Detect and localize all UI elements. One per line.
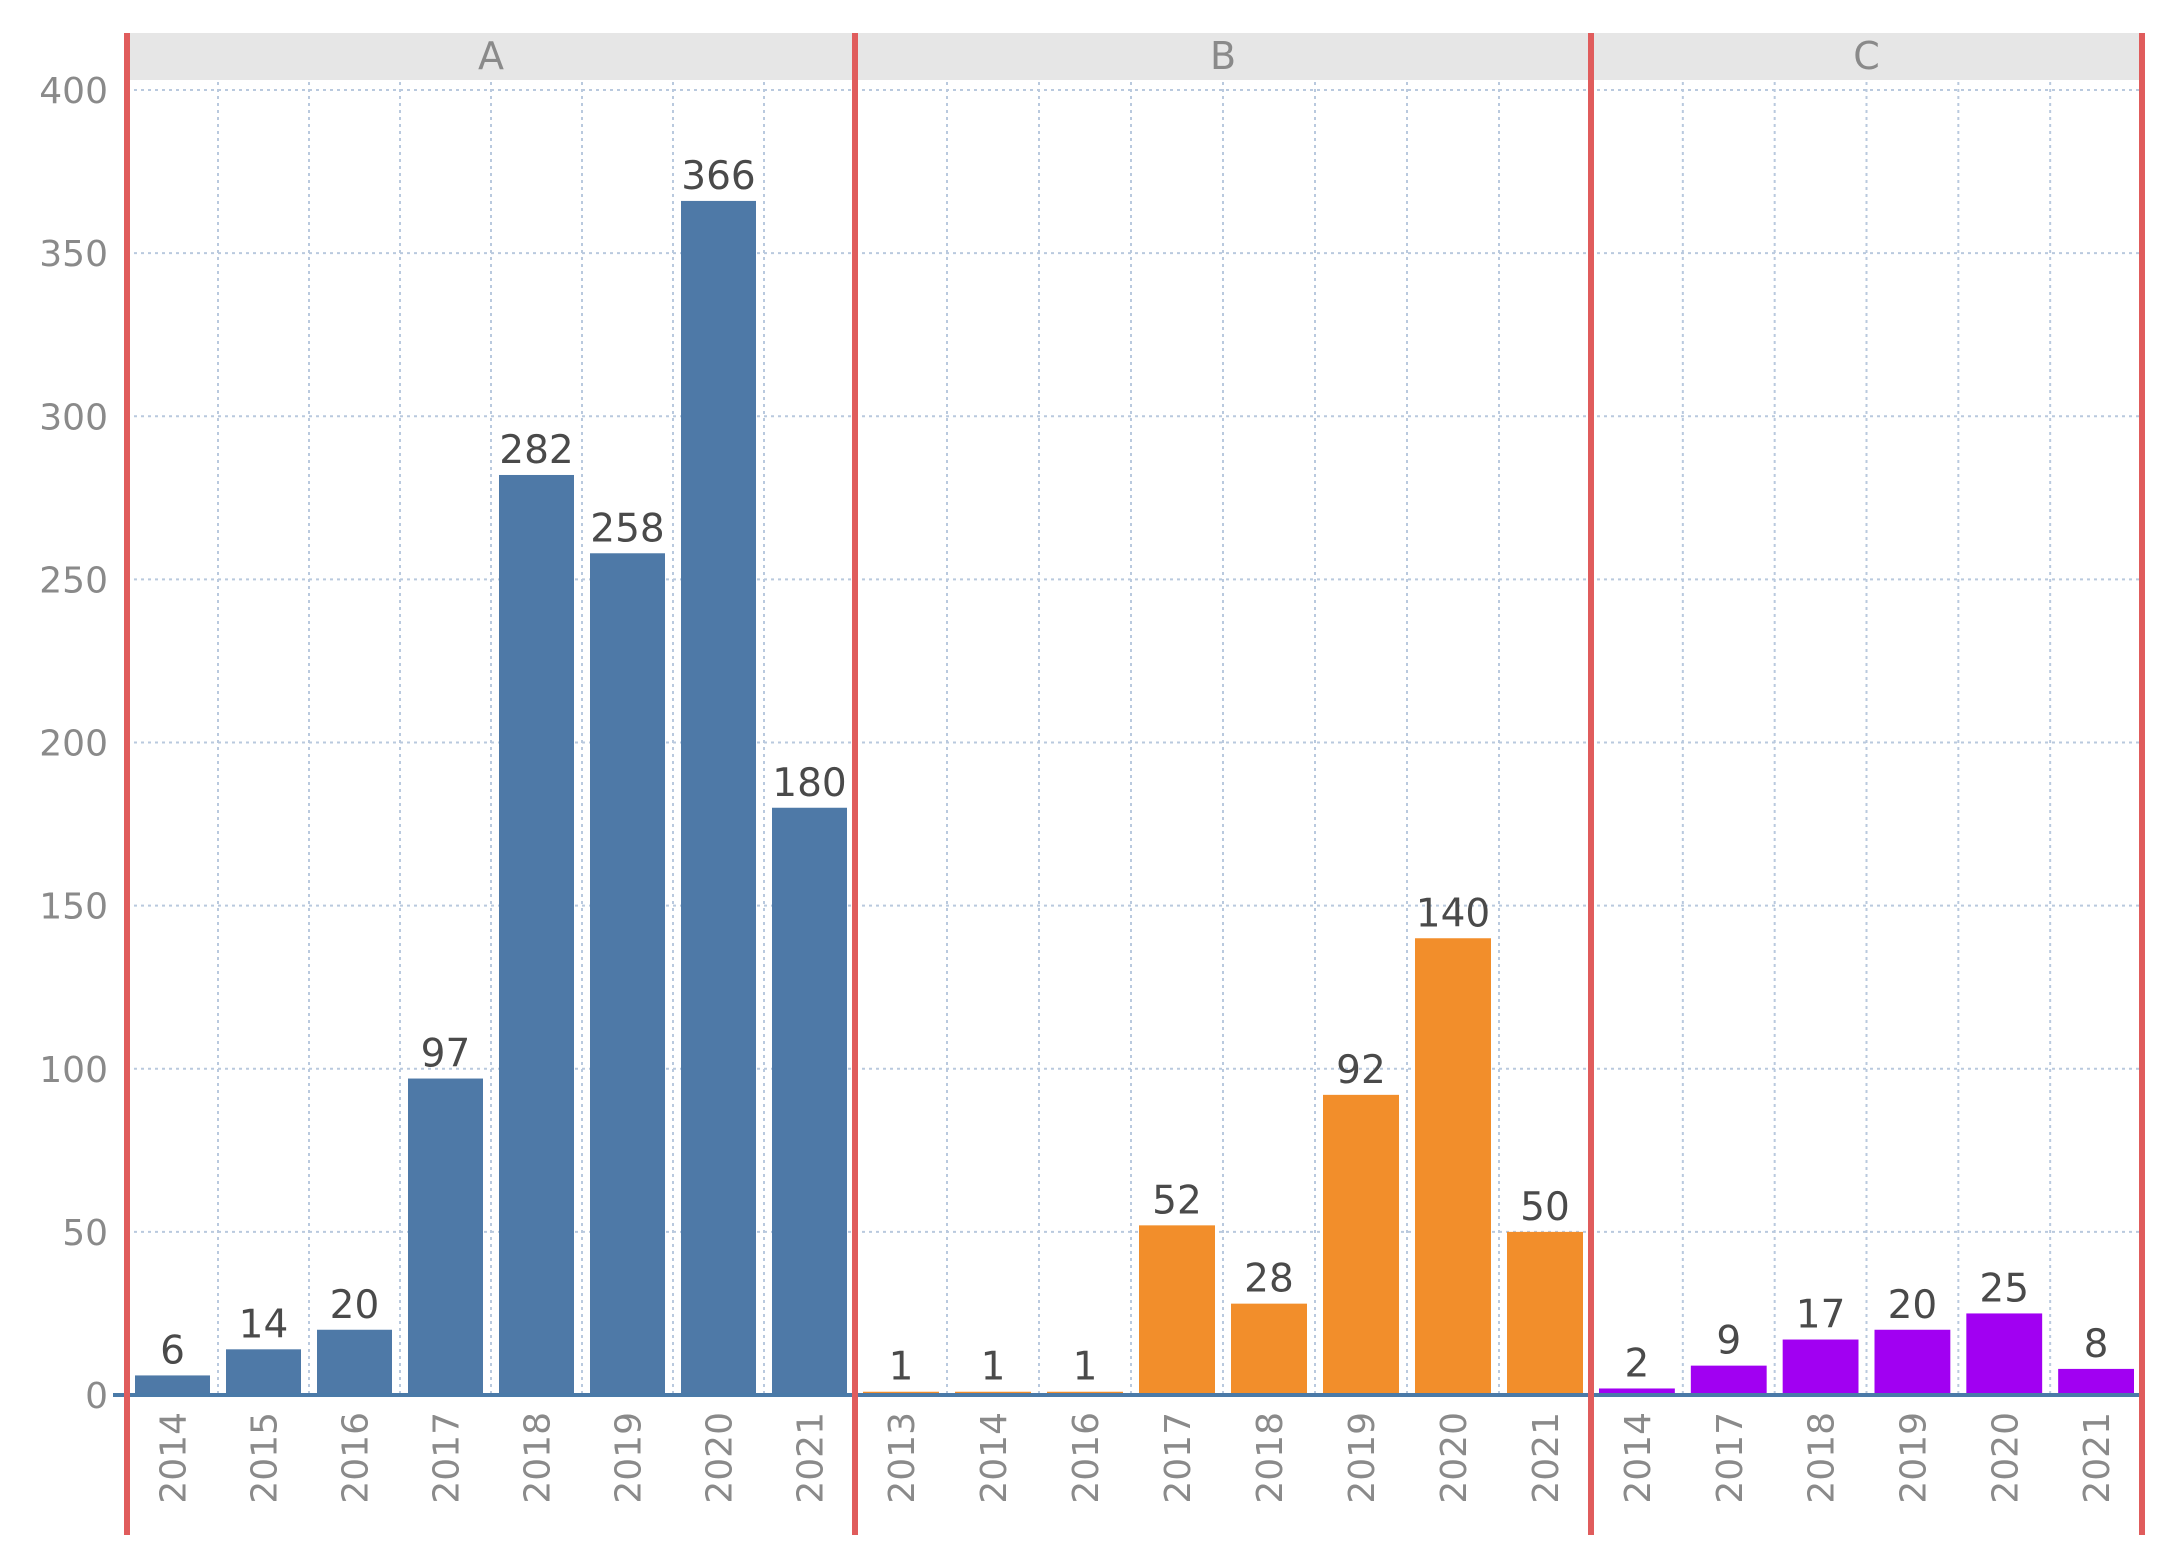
bar: [499, 474, 574, 1396]
bar: [772, 807, 847, 1395]
y-tick-label: 150: [39, 887, 108, 928]
bar-value-label: 20: [1888, 1283, 1938, 1328]
x-tick-label: 2018: [1802, 1412, 1843, 1504]
bar: [1231, 1303, 1307, 1395]
bar-value-label: 282: [499, 428, 573, 473]
bar-value-label: 92: [1336, 1048, 1386, 1093]
bar-value-label: 258: [590, 506, 664, 551]
x-tick-label: 2021: [1526, 1412, 1567, 1504]
bar: [1874, 1329, 1951, 1395]
bar: [1507, 1231, 1583, 1395]
bar-value-label: 50: [1520, 1185, 1570, 1230]
x-tick-label: 2016: [336, 1412, 377, 1504]
y-tick-label: 100: [39, 1050, 108, 1091]
x-tick-label: 2017: [1710, 1412, 1751, 1504]
bar: [317, 1329, 392, 1395]
x-tick-label: 2018: [1250, 1412, 1291, 1504]
x-tick-label: 2016: [1066, 1412, 1107, 1504]
y-tick-label: 0: [85, 1376, 108, 1417]
x-tick-label: 2014: [154, 1412, 195, 1504]
bar-value-label: 1: [1073, 1345, 1098, 1390]
bar-value-label: 6: [160, 1328, 185, 1373]
panel-header: [1594, 33, 2139, 80]
x-tick-label: 2020: [1985, 1412, 2026, 1504]
y-tick-label: 200: [39, 724, 108, 765]
panel-header-label: B: [1210, 34, 1236, 78]
x-tick-label: 2019: [1342, 1412, 1383, 1504]
x-tick-label: 2019: [1893, 1412, 1934, 1504]
bar-value-label: 1: [981, 1345, 1006, 1390]
bar-value-label: 20: [330, 1283, 380, 1328]
bar-value-label: 17: [1796, 1293, 1846, 1338]
bar-value-label: 52: [1152, 1178, 1202, 1223]
y-tick-label: 300: [39, 397, 108, 438]
bar: [135, 1375, 210, 1395]
x-tick-label: 2017: [1158, 1412, 1199, 1504]
y-tick-label: 400: [39, 71, 108, 112]
bar: [1415, 938, 1491, 1395]
bar-value-label: 14: [239, 1302, 289, 1347]
y-tick-label: 250: [39, 560, 108, 601]
x-tick-label: 2014: [974, 1412, 1015, 1504]
bar-value-label: 366: [681, 154, 755, 199]
bar-value-label: 28: [1244, 1257, 1294, 1302]
x-tick-label: 2018: [518, 1412, 559, 1504]
bar-value-label: 180: [772, 761, 846, 806]
x-tick-label: 2013: [882, 1412, 923, 1504]
y-tick-label: 50: [62, 1213, 108, 1254]
x-tick-label: 2017: [427, 1412, 468, 1504]
x-tick-label: 2020: [1434, 1412, 1475, 1504]
y-tick-label: 350: [39, 234, 108, 275]
bar: [1690, 1365, 1767, 1395]
bar-value-label: 97: [421, 1032, 471, 1077]
bar: [1966, 1313, 2043, 1395]
bar: [1323, 1094, 1399, 1395]
bar: [2058, 1368, 2134, 1395]
bar: [1139, 1225, 1215, 1395]
bar-value-label: 8: [2084, 1322, 2109, 1367]
bar: [226, 1349, 301, 1395]
bar-value-label: 140: [1416, 891, 1490, 936]
x-tick-label: 2021: [791, 1412, 832, 1504]
x-tick-label: 2015: [245, 1412, 286, 1504]
bar: [408, 1078, 483, 1395]
panel-header-label: A: [478, 34, 504, 78]
x-tick-label: 2020: [700, 1412, 741, 1504]
x-tick-label: 2014: [1618, 1412, 1659, 1504]
bar-value-label: 1: [889, 1345, 914, 1390]
panel-header: [130, 33, 852, 80]
panel-header-label: C: [1853, 34, 1880, 78]
bar: [681, 200, 756, 1395]
bar-value-label: 25: [1979, 1266, 2029, 1311]
bar-value-label: 9: [1716, 1319, 1741, 1364]
x-tick-label: 2021: [2077, 1412, 2118, 1504]
bar-value-label: 2: [1625, 1341, 1650, 1386]
panel-header: [858, 33, 1588, 80]
bar: [590, 553, 665, 1395]
bar: [1782, 1339, 1859, 1395]
x-tick-label: 2019: [609, 1412, 650, 1504]
bar: [1599, 1388, 1675, 1395]
